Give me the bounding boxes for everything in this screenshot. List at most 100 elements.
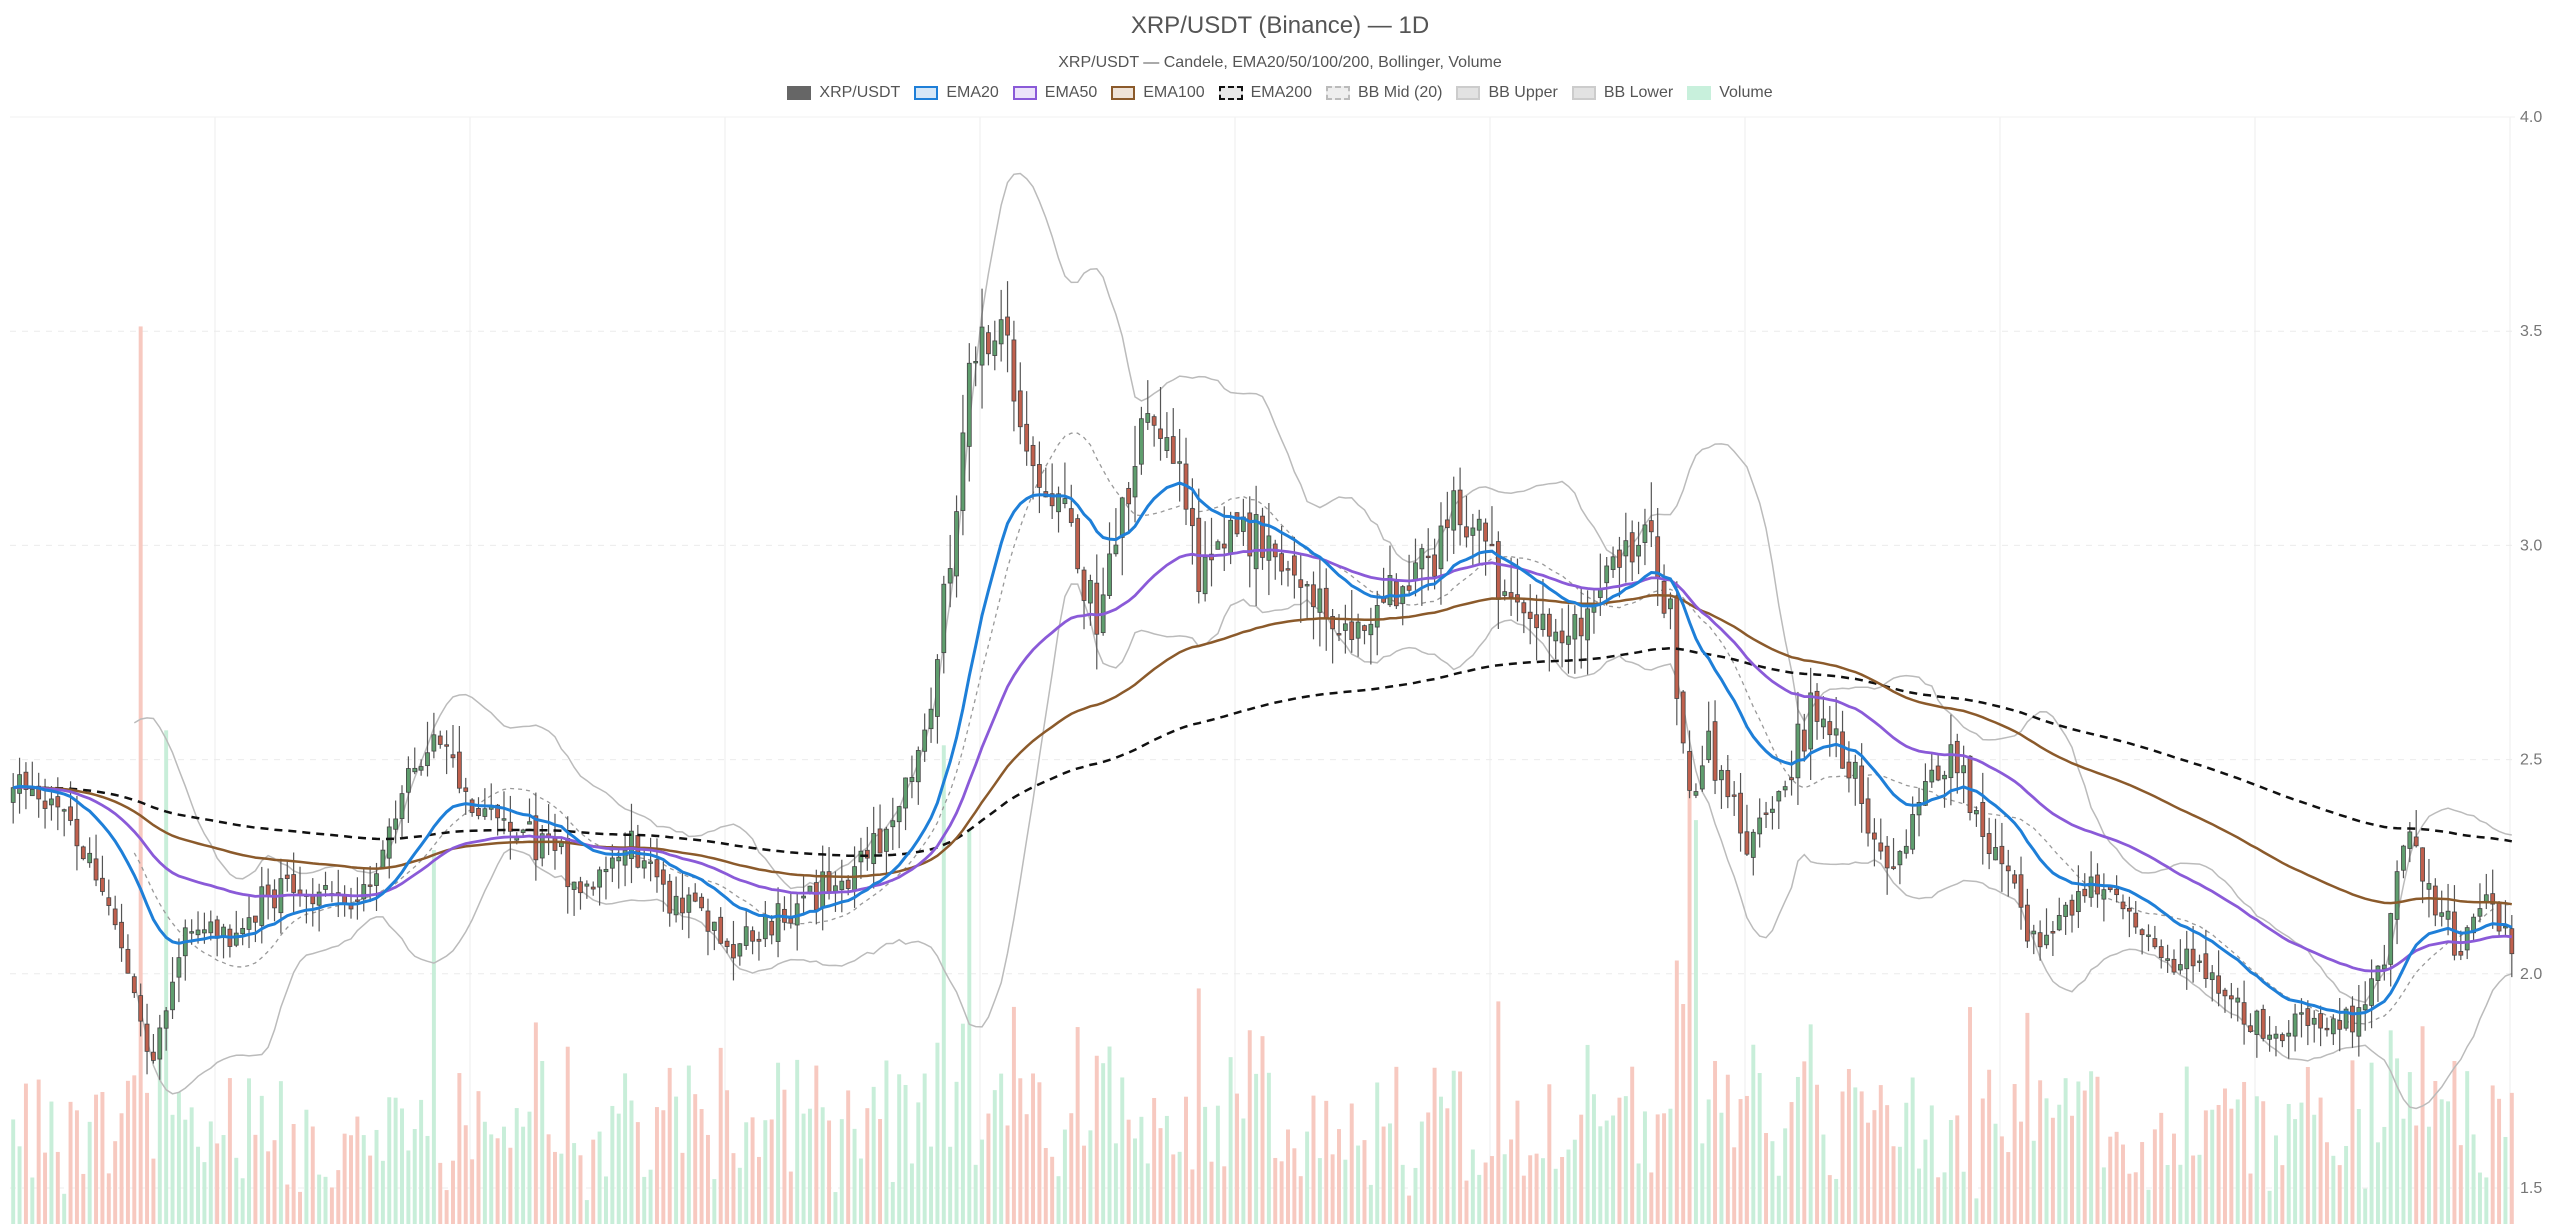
volume-bar <box>980 1139 985 1224</box>
volume-bar <box>1266 1072 1271 1224</box>
volume-bar <box>317 1174 322 1224</box>
legend-item-6[interactable]: BB Upper <box>1456 84 1558 102</box>
candle-body <box>1559 630 1565 644</box>
legend-item-8[interactable]: Volume <box>1687 84 1773 102</box>
candle-body <box>1999 845 2005 865</box>
volume-bar <box>1120 1077 1125 1224</box>
legend-item-1[interactable]: EMA20 <box>914 84 999 102</box>
volume-bar <box>2484 1177 2489 1224</box>
candle-body <box>635 835 641 868</box>
legend-item-3[interactable]: EMA100 <box>1111 84 1205 102</box>
candle-body <box>2031 930 2037 935</box>
candle-body <box>1132 466 1138 498</box>
volume-bar <box>151 1158 156 1224</box>
volume-bar <box>2426 1126 2431 1224</box>
candle-body <box>2503 926 2508 929</box>
volume-bar <box>1936 1177 1941 1224</box>
volume-bar <box>1496 1001 1501 1224</box>
legend-item-5[interactable]: BB Mid (20) <box>1326 84 1442 102</box>
candle-body <box>1770 808 1775 813</box>
candle-body <box>2445 910 2451 920</box>
volume-bar <box>2497 1098 2502 1224</box>
volume-bar <box>11 1119 16 1224</box>
volume-bar <box>349 1135 353 1224</box>
legend-swatch <box>1571 86 1596 100</box>
volume-bar <box>1757 1073 1762 1224</box>
volume-bar <box>1846 1068 1851 1224</box>
volume-bar <box>138 326 143 1224</box>
volume-bar <box>2452 1061 2457 1224</box>
volume-bar <box>705 1134 710 1224</box>
candle-body <box>2260 1008 2266 1039</box>
volume-bar <box>1215 1105 1220 1224</box>
candle-body <box>1094 582 1100 635</box>
candle-body <box>1967 755 1973 814</box>
candle-body <box>507 821 513 832</box>
volume-bar <box>1662 1113 1667 1224</box>
candle-body <box>202 929 207 934</box>
candle-body <box>616 856 622 862</box>
volume-bar <box>94 1094 99 1224</box>
candle-body <box>1808 692 1814 750</box>
candle-body <box>2209 972 2215 981</box>
candle-body <box>1253 514 1259 570</box>
candle-body <box>272 889 277 909</box>
candle-body <box>1062 498 1068 505</box>
volume-bar <box>884 1060 889 1224</box>
volume-bar <box>1987 1069 1992 1224</box>
volume-bar <box>1337 1129 1341 1224</box>
volume-bar <box>1477 1174 1482 1224</box>
volume-bar <box>903 1084 908 1224</box>
candle-body <box>1005 316 1010 336</box>
legend-swatch <box>1456 86 1481 100</box>
volume-bar <box>1636 1163 1641 1224</box>
volume-bar <box>1005 1125 1010 1224</box>
candle-body <box>711 921 717 931</box>
candle-body <box>935 659 940 717</box>
candle-body <box>1521 602 1527 614</box>
volume-bar <box>992 1090 997 1224</box>
legend-item-4[interactable]: EMA200 <box>1218 84 1312 102</box>
volume-bar <box>451 1160 455 1224</box>
candle-body <box>1457 489 1463 526</box>
candle-body <box>903 777 908 809</box>
candle-body <box>323 885 328 890</box>
volume-bar <box>476 1091 481 1224</box>
candle-body <box>966 362 972 447</box>
volume-bar <box>304 1109 309 1224</box>
candle-body <box>2190 948 2196 967</box>
volume-bar <box>674 1096 679 1224</box>
legend-item-7[interactable]: BB Lower <box>1571 84 1673 102</box>
candle-body <box>839 880 845 891</box>
candle-body <box>2279 1034 2285 1042</box>
volume-bar <box>2223 1088 2227 1224</box>
volume-bar <box>125 1080 130 1224</box>
candle-body <box>1668 598 1673 610</box>
volume-bar <box>285 1184 290 1224</box>
candle-body <box>2037 932 2043 948</box>
legend-swatch <box>914 86 939 100</box>
legend-label: EMA20 <box>946 84 999 101</box>
candle-body <box>100 877 105 892</box>
candle-body <box>1693 791 1699 796</box>
volume-bar <box>1190 1169 1195 1224</box>
volume-bar <box>1897 1146 1902 1224</box>
candle-body <box>992 340 998 356</box>
candle-body <box>1362 625 1367 631</box>
volume-bar <box>2076 1081 2081 1224</box>
volume-bar <box>2070 1115 2074 1224</box>
candle-body <box>1088 580 1093 604</box>
candle-body <box>29 788 35 797</box>
candle-body <box>1846 761 1852 779</box>
legend-label: XRP/USDT <box>819 84 901 101</box>
candle-body <box>2114 888 2119 896</box>
candle-body <box>2509 928 2515 955</box>
volume-bar <box>1432 1067 1437 1224</box>
volume-bar <box>387 1097 392 1224</box>
legend-item-0[interactable]: XRP/USDT <box>787 84 900 102</box>
chart-legend[interactable]: XRP/USDT EMA20 EMA50 EMA100 EMA200 BB Mid (20… <box>0 84 2560 102</box>
legend-swatch <box>1111 86 1136 100</box>
legend-item-2[interactable]: EMA50 <box>1012 84 1097 102</box>
volume-bar <box>1279 1161 1284 1224</box>
